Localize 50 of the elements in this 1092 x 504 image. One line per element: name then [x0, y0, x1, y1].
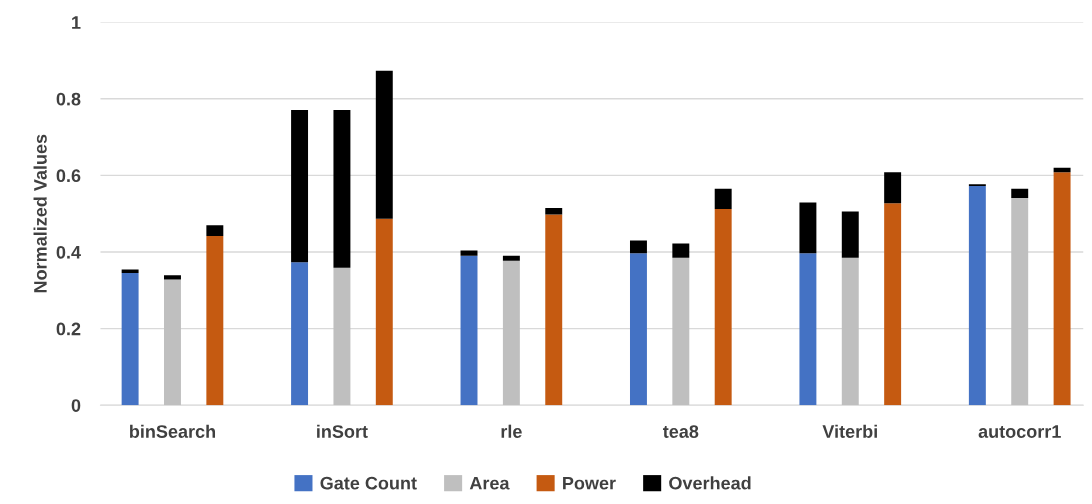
- bar: [799, 253, 817, 406]
- bar: [714, 209, 732, 406]
- bar: [629, 240, 647, 254]
- x-tick-label: Viterbi: [822, 424, 877, 438]
- y-tick-label: 0.8: [56, 92, 81, 106]
- bar: [502, 260, 520, 406]
- bar: [545, 207, 563, 215]
- x-tick-label: tea8: [662, 425, 699, 438]
- y-axis-title: Normalized Values: [33, 134, 47, 293]
- bar: [460, 250, 478, 256]
- bar: [375, 70, 393, 219]
- legend-label: Gate Count: [320, 476, 417, 490]
- bar: [206, 225, 224, 236]
- legend-label: Power: [563, 476, 616, 490]
- bar: [1011, 197, 1029, 406]
- bar: [164, 279, 181, 406]
- bar: [291, 262, 309, 406]
- y-tick-label: 0: [71, 399, 81, 412]
- y-tick-label: 0.2: [56, 322, 81, 336]
- bar: [164, 275, 181, 280]
- bar: [799, 202, 817, 254]
- bar: [375, 218, 393, 406]
- bar: [841, 211, 859, 258]
- x-tick-label: rle: [501, 424, 522, 438]
- bar: [333, 109, 351, 268]
- bar: [968, 186, 986, 406]
- bar: [841, 257, 859, 406]
- legend-label: Area: [469, 476, 510, 490]
- legend-label: Overhead: [669, 476, 751, 490]
- x-tick-label: autocorr1: [978, 425, 1061, 438]
- y-tick-label: 0.6: [56, 169, 81, 183]
- bar: [333, 267, 351, 406]
- x-tick-label: inSort: [317, 424, 368, 438]
- bar: [714, 188, 732, 210]
- bar: [291, 109, 309, 263]
- y-tick-label: 1: [72, 16, 81, 29]
- bar: [672, 243, 690, 258]
- bar: [672, 257, 690, 406]
- bar: [884, 203, 902, 406]
- bar: [502, 255, 520, 261]
- bar: [545, 214, 563, 406]
- bar: [121, 273, 139, 406]
- bar: [1011, 188, 1029, 198]
- y-tick-label: 0.4: [56, 245, 81, 259]
- bar: [1053, 172, 1071, 406]
- bar: [460, 255, 478, 406]
- bar: [884, 172, 902, 204]
- bar: [629, 253, 647, 406]
- bar: [206, 235, 224, 406]
- x-tick-label: binSearch: [130, 424, 216, 438]
